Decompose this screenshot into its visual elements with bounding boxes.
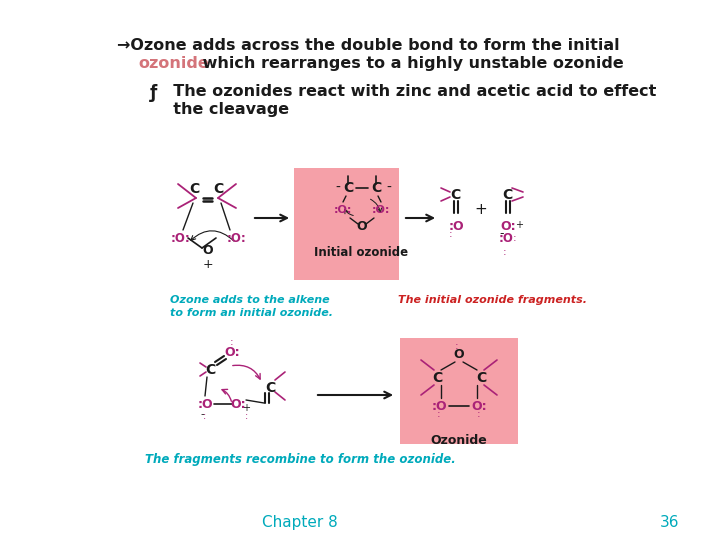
Text: :: :	[455, 341, 459, 351]
Text: C: C	[343, 181, 353, 195]
Text: C: C	[189, 182, 199, 196]
Text: C: C	[450, 188, 460, 202]
Text: +: +	[242, 403, 250, 413]
FancyArrowPatch shape	[233, 365, 260, 379]
Text: :: :	[503, 247, 507, 257]
Text: :O: :O	[448, 220, 464, 233]
Text: The fragments recombine to form the ozonide.: The fragments recombine to form the ozon…	[145, 453, 455, 466]
Text: :: :	[244, 411, 248, 421]
Text: C: C	[502, 188, 512, 202]
Text: C: C	[205, 363, 215, 377]
Text: :: :	[437, 409, 441, 419]
Text: -: -	[200, 409, 204, 419]
FancyArrowPatch shape	[222, 389, 231, 401]
Text: C: C	[213, 182, 223, 196]
Text: Initial ozonide: Initial ozonide	[314, 246, 408, 259]
Text: ƒ: ƒ	[150, 84, 157, 102]
Text: O:: O:	[500, 220, 516, 233]
Text: Chapter 8: Chapter 8	[262, 515, 338, 530]
Text: O: O	[356, 219, 367, 233]
Text: ozonide: ozonide	[138, 56, 209, 71]
Text: O: O	[203, 244, 213, 256]
Text: The initial ozonide fragments.: The initial ozonide fragments.	[398, 295, 587, 305]
Text: C: C	[371, 181, 381, 195]
Text: :O:: :O:	[226, 232, 246, 245]
Text: :: :	[203, 411, 207, 421]
Text: C: C	[476, 371, 486, 385]
FancyArrowPatch shape	[191, 231, 234, 241]
Text: Ozone adds to the alkene: Ozone adds to the alkene	[170, 295, 330, 305]
Text: :: :	[449, 229, 453, 239]
Text: The ozonides react with zinc and acetic acid to effect: The ozonides react with zinc and acetic …	[162, 84, 657, 99]
Text: the cleavage: the cleavage	[162, 102, 289, 117]
Text: O:: O:	[230, 397, 246, 410]
Text: O:: O:	[224, 346, 240, 359]
Text: which rearranges to a highly unstable ozonide: which rearranges to a highly unstable oz…	[197, 56, 624, 71]
Text: -: -	[335, 181, 340, 195]
Text: +: +	[203, 258, 213, 271]
Text: :: :	[230, 337, 234, 347]
Text: Ozonide: Ozonide	[431, 434, 487, 447]
FancyBboxPatch shape	[294, 168, 399, 280]
Text: +: +	[474, 202, 487, 218]
Text: →Ozone adds across the double bond to form the initial: →Ozone adds across the double bond to fo…	[117, 38, 620, 53]
Text: :: :	[513, 233, 517, 243]
Text: C: C	[432, 371, 442, 385]
Text: :O:: :O:	[170, 232, 190, 245]
Text: :O:: :O:	[334, 205, 352, 215]
FancyBboxPatch shape	[400, 338, 518, 444]
FancyArrowPatch shape	[345, 210, 354, 215]
Text: 36: 36	[660, 515, 680, 530]
Text: :O: :O	[431, 400, 447, 413]
Text: O:: O:	[471, 400, 487, 413]
Text: :O: :O	[197, 397, 213, 410]
Text: :O: :O	[498, 232, 513, 245]
Text: O: O	[454, 348, 464, 361]
Text: :O:: :O:	[372, 205, 390, 215]
Text: +: +	[515, 220, 523, 230]
Text: :: :	[477, 409, 481, 419]
Text: -: -	[386, 181, 391, 195]
Text: -: -	[500, 227, 504, 240]
Text: C: C	[265, 381, 275, 395]
FancyArrowPatch shape	[371, 199, 382, 212]
Text: to form an initial ozonide.: to form an initial ozonide.	[170, 308, 333, 318]
